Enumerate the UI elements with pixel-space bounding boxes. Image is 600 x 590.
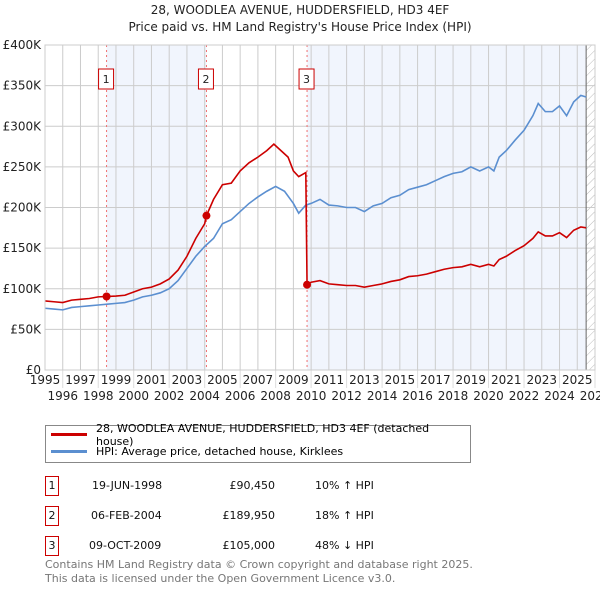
sale-date: 06-FEB-2004 [91,509,162,522]
property-price-line [44,143,587,304]
y-tick-label: £300K [3,119,43,133]
chart-title: 28, WOODLEA AVENUE, HUDDERSFIELD, HD3 4E… [151,3,450,17]
y-tick-label: £0 [26,363,41,377]
sale-hpi: 48% ↓ HPI [315,539,374,552]
x-tick-label: 2011 [314,373,345,387]
x-tick-label: 2024 [544,389,575,403]
legend-blue-swatch [51,450,87,453]
x-tick-label: 2021 [491,373,522,387]
sale-point [102,292,111,301]
legend-red-swatch [51,433,87,436]
legend-hpi: HPI: Average price, detached house, Kirk… [96,445,344,458]
x-tick-label: 1995 [30,373,61,387]
footer-licence: This data is licensed under the Open Gov… [45,572,396,585]
x-tick-label: 2007 [243,373,274,387]
sale-number: 3 [45,536,59,556]
x-tick-label: 2010 [296,389,327,403]
x-tick-label: 2017 [420,373,451,387]
legend: 28, WOODLEA AVENUE, HUDDERSFIELD, HD3 4E… [45,421,471,463]
sale-point [303,280,312,289]
x-tick-label: 2025 [562,373,593,387]
x-tick-label: 2022 [509,389,540,403]
x-tick-label: 2001 [136,373,167,387]
x-tick-label: 1999 [101,373,132,387]
sale-number: 1 [45,476,59,496]
x-tick-label: 2023 [527,373,558,387]
sale-price: £105,000 [222,539,276,552]
sale-marker-label: 2 [202,73,209,86]
sale-date: 19-JUN-1998 [92,479,163,492]
price-chart: 28, WOODLEA AVENUE, HUDDERSFIELD, HD3 4E… [3,3,600,403]
x-tick-label: 2019 [456,373,487,387]
y-tick-label: £200K [3,201,43,215]
sale-row: 1 19-JUN-1998 £90,450 10% ↑ HPI [45,476,385,498]
sale-row: 3 09-OCT-2009 £105,000 48% ↓ HPI [45,536,385,558]
x-tick-label: 2009 [278,373,309,387]
footer: Contains HM Land Registry data © Crown c… [45,558,473,586]
y-tick-label: £400K [3,38,43,52]
x-tick-label: 1997 [65,373,96,387]
x-tick-label: 2015 [385,373,416,387]
sale-marker-box [98,68,115,90]
x-tick-label: 2005 [207,373,238,387]
sale-date: 09-OCT-2009 [89,539,162,552]
sale-number: 2 [45,506,59,526]
sale-hpi: 18% ↑ HPI [315,509,374,522]
x-tick-label: 2013 [349,373,380,387]
x-tick-label: 2012 [331,389,362,403]
x-tick-label: 2006 [225,389,256,403]
hpi-line [44,94,587,311]
sale-price: £189,950 [222,509,276,522]
x-tick-label: 2000 [118,389,149,403]
sale-marker-box [298,68,315,90]
x-tick-label: 2026 [580,389,600,403]
sale-marker-box [197,68,214,90]
x-tick-label: 2020 [473,389,504,403]
legend-property: 28, WOODLEA AVENUE, HUDDERSFIELD, HD3 4E… [96,421,430,448]
sale-price: £90,450 [229,479,276,492]
sale-row: 2 06-FEB-2004 £189,950 18% ↑ HPI [45,506,385,528]
plot-border [44,44,596,371]
x-tick-label: 2003 [172,373,203,387]
x-tick-label: 2002 [154,389,185,403]
x-tick-label: 2016 [402,389,433,403]
y-tick-label: £100K [3,282,43,296]
x-tick-label: 2014 [367,389,398,403]
chart-subtitle: Price paid vs. HM Land Registry's House … [128,20,471,34]
x-tick-label: 1996 [47,389,78,403]
sale-point [202,211,211,220]
y-tick-label: £350K [3,79,43,93]
y-tick-label: £50K [10,322,42,336]
sale-hpi: 10% ↑ HPI [315,479,374,492]
x-tick-label: 2018 [438,389,469,403]
sale-marker-label: 3 [303,73,310,86]
y-tick-label: £250K [3,160,43,174]
sale-marker-label: 1 [103,73,110,86]
y-tick-label: £150K [3,241,43,255]
x-tick-label: 2004 [189,389,220,403]
x-tick-label: 1998 [83,389,114,403]
x-tick-label: 2008 [260,389,291,403]
footer-copyright: Contains HM Land Registry data © Crown c… [45,558,473,571]
